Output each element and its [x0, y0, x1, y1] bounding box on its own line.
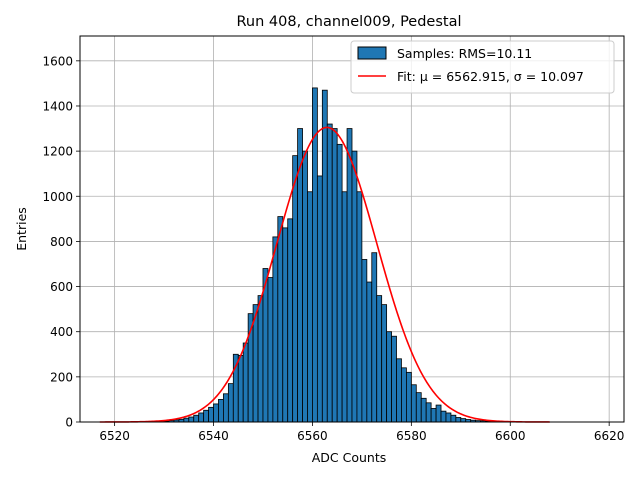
histogram-bar: [410, 384, 417, 423]
y-tick-label: 1200: [42, 145, 73, 159]
legend-samples-swatch: [357, 46, 387, 60]
histogram-bar: [302, 150, 308, 423]
histogram-bar: [218, 399, 224, 423]
histogram-bar: [425, 402, 432, 423]
histogram-bar: [356, 191, 363, 423]
histogram-bar: [321, 89, 328, 423]
histogram-bar: [326, 123, 333, 423]
histogram-bar: [376, 295, 383, 423]
histogram-bar: [420, 397, 427, 423]
histogram-bar: [460, 418, 467, 423]
histogram-bar: [242, 342, 249, 423]
histogram-bar: [183, 417, 190, 423]
x-tick-label: 6540: [198, 429, 229, 443]
y-tick-label: 1000: [42, 190, 73, 204]
histogram-bar: [346, 128, 353, 423]
y-axis-label: Entries: [14, 207, 29, 251]
legend-box: [350, 40, 615, 94]
histogram-bar: [307, 191, 313, 423]
x-tick-label: 6580: [396, 429, 427, 443]
histogram-bar: [272, 236, 279, 423]
histogram-bar: [227, 383, 234, 423]
histogram-bar: [198, 412, 205, 423]
histogram-bar: [361, 259, 368, 423]
histogram-bar: [381, 304, 388, 423]
histogram-bar: [316, 175, 323, 423]
legend: Samples: RMS=10.11 Fit: μ = 6562.915, σ …: [350, 40, 615, 94]
histogram-bar: [193, 414, 200, 423]
x-tick-label: 6600: [495, 429, 526, 443]
histogram-bar: [405, 371, 412, 423]
histogram-bar: [435, 404, 442, 423]
histogram-bar: [208, 406, 214, 423]
x-tick-label: 6620: [594, 429, 625, 443]
y-tick-label: 600: [50, 280, 73, 294]
histogram-bar: [450, 414, 457, 423]
histogram-bar: [287, 218, 294, 423]
histogram-bar: [445, 412, 452, 423]
histogram-bar: [396, 358, 402, 423]
histogram-bar: [267, 277, 274, 423]
legend-fit-label: Fit: μ = 6562.915, σ = 10.097: [397, 69, 584, 84]
gaussian-fit-curve: [99, 126, 550, 423]
histogram-bar: [401, 367, 407, 423]
y-tick-label: 400: [50, 325, 73, 339]
histogram-bar: [257, 295, 264, 423]
chart-title: Run 408, channel009, Pedestal: [236, 14, 461, 30]
histogram-bar: [336, 143, 343, 423]
histogram-bar: [386, 331, 392, 423]
histogram-bar: [277, 216, 284, 423]
legend-samples-label: Samples: RMS=10.11: [397, 46, 532, 61]
y-tick-label: 1400: [42, 99, 73, 113]
histogram-bar: [391, 335, 397, 423]
histogram-bar: [341, 191, 348, 423]
y-tick-label: 0: [65, 416, 73, 430]
x-tick-label: 6560: [297, 429, 328, 443]
y-tick-label: 200: [50, 370, 73, 384]
plot-frame: [79, 35, 625, 423]
histogram-bar: [203, 409, 209, 423]
histogram-bar: [282, 227, 289, 423]
histogram-bar: [430, 408, 437, 423]
histogram-bar: [455, 417, 462, 423]
y-tick-label: 1600: [42, 54, 73, 68]
histogram-bar: [440, 410, 447, 423]
histogram-bar: [237, 355, 244, 423]
histogram-bar: [223, 393, 229, 423]
x-tick-label: 6520: [99, 429, 130, 443]
histogram-bar: [415, 392, 422, 423]
histogram-bar: [366, 281, 373, 423]
histogram-bar: [188, 416, 195, 423]
x-axis-label: ADC Counts: [312, 450, 387, 465]
histogram-bar: [371, 252, 378, 423]
y-axis-ticks: 0 200 400 600 800 1000 1200 1400 1600: [42, 54, 80, 430]
histogram-bar: [331, 128, 338, 423]
histogram-bar: [292, 155, 298, 423]
histogram-bar: [213, 403, 219, 423]
x-axis-ticks: 6520 6540 6560 6580 6600 6620: [99, 422, 624, 443]
histogram-bar: [351, 150, 358, 423]
y-tick-label: 800: [50, 235, 73, 249]
